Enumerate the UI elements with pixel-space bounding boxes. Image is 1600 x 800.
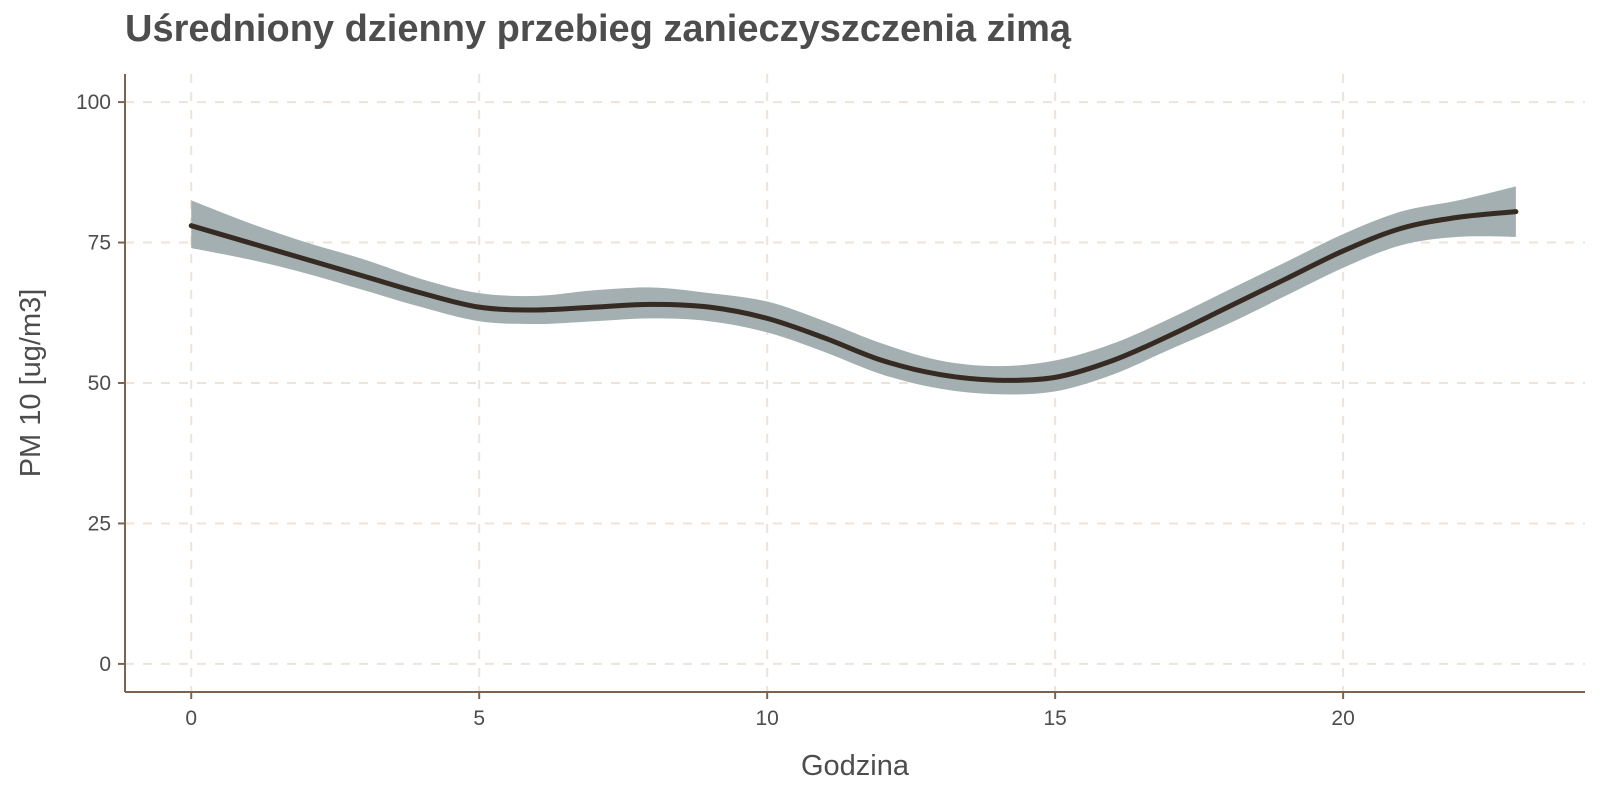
x-axis-title: Godzina [801,750,910,782]
x-tick-label: 15 [1043,707,1066,730]
y-tick-label: 0 [99,653,111,676]
x-tick-label: 10 [755,707,778,730]
x-tick-label: 5 [473,707,485,730]
tick-layer: 0 5 10 15 20 0 25 50 75 100 [76,91,1355,730]
confidence-band-layer [191,186,1516,395]
y-tick-label: 50 [88,372,111,395]
trend-line [188,209,1519,383]
x-tick-label: 20 [1331,707,1354,730]
confidence-band [191,186,1516,395]
trend-line-layer [188,209,1519,383]
x-tick-label: 0 [185,707,197,730]
y-axis-title: PM 10 [ug/m3] [15,289,47,478]
y-tick-label: 25 [88,512,111,535]
y-tick-label: 75 [88,232,111,255]
y-tick-label: 100 [76,91,111,114]
grid-layer [125,74,1585,692]
chart-title: Uśredniony dzienny przebieg zanieczyszcz… [125,8,1072,50]
